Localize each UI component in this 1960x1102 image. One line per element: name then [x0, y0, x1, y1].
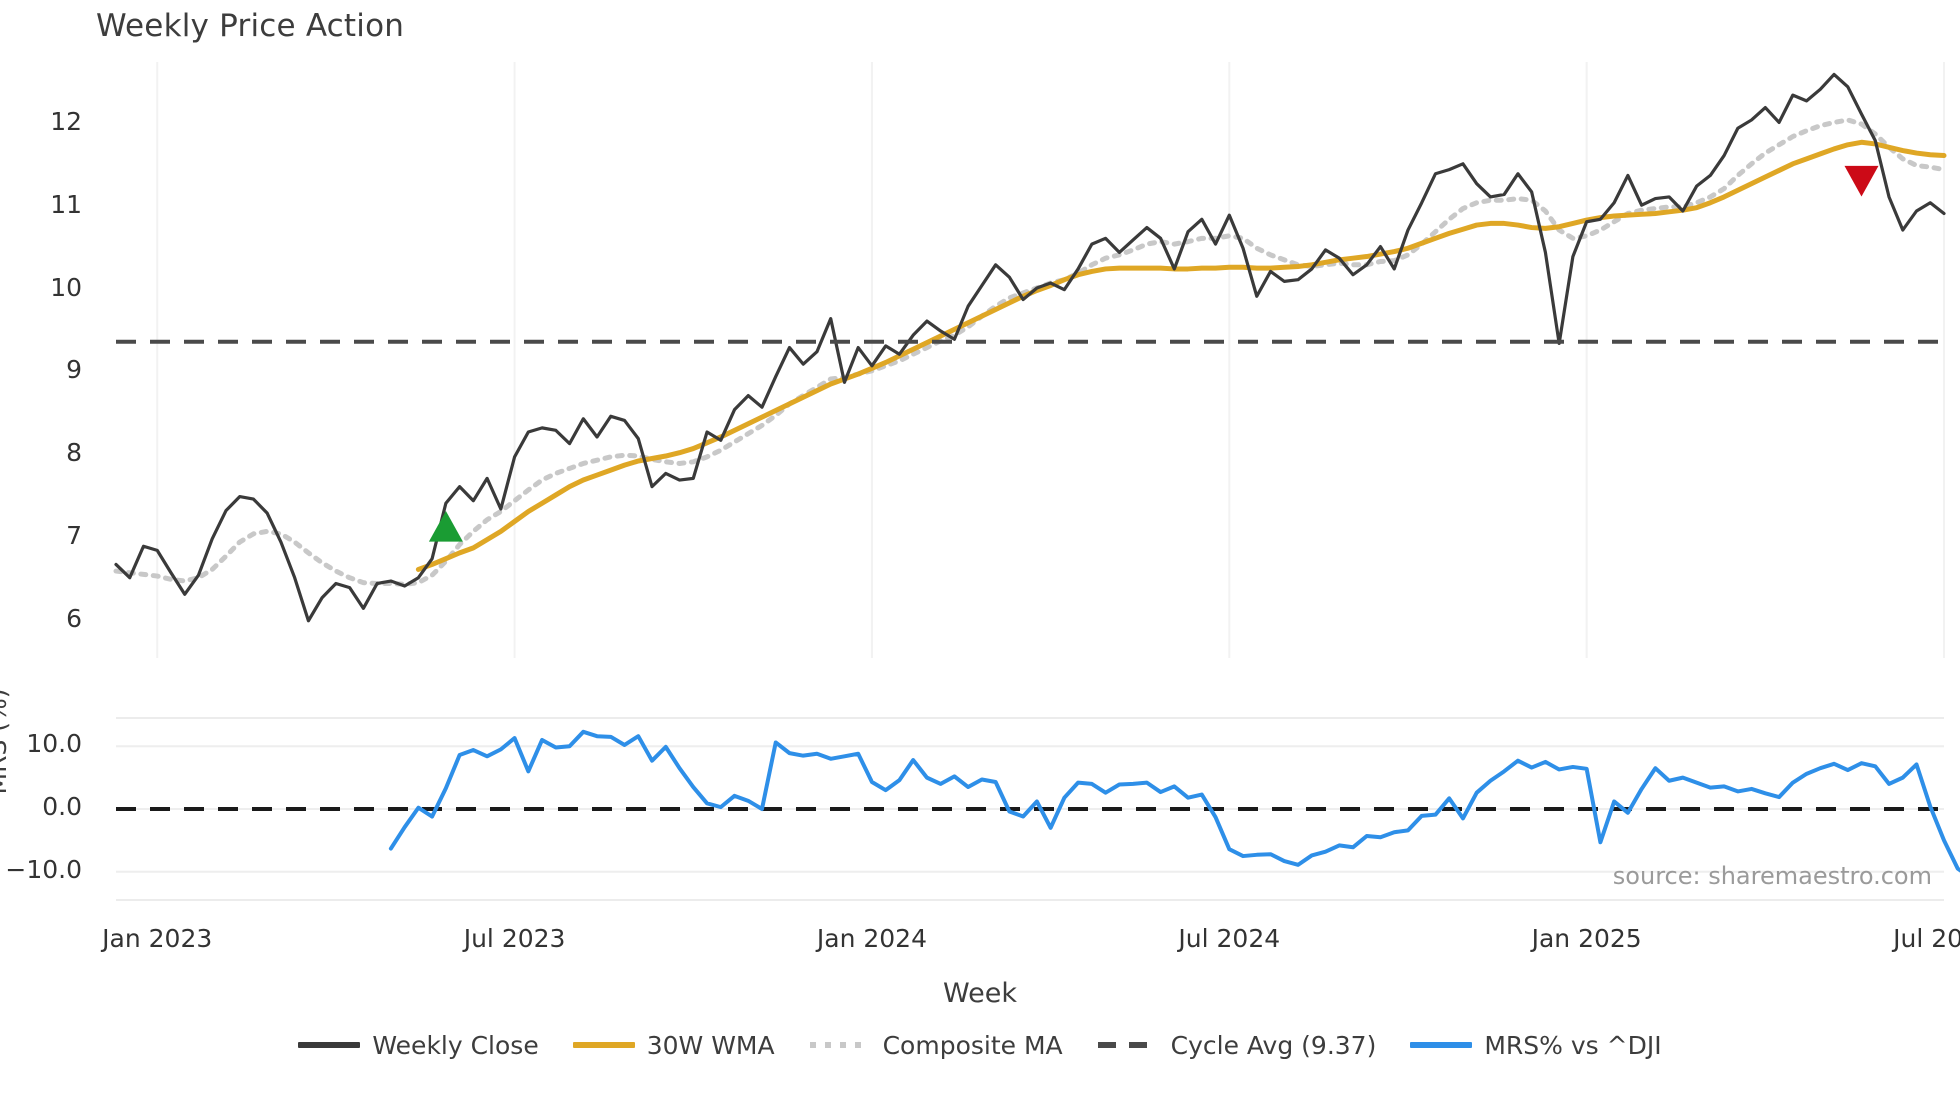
price-ytick-label: 11 [50, 189, 82, 219]
legend-item-composite-ma[interactable]: Composite MA [809, 1031, 1063, 1060]
x-tick-label: Jan 2023 [102, 924, 213, 953]
legend-swatch-icon [1097, 1035, 1159, 1055]
chart-legend: Weekly Close 30W WMA Composite MA Cycle Avg… [0, 1020, 1960, 1070]
legend-item-30w-wma[interactable]: 30W WMA [572, 1030, 775, 1060]
mrs-axis-title: MRS (%) [0, 688, 12, 795]
price-ytick-label: 6 [66, 603, 82, 633]
mrs-ytick-label: 10.0 [26, 729, 82, 759]
mrs-series-line [388, 729, 1960, 873]
legend-item-cycle-avg-9-37[interactable]: Cycle Avg (9.37) [1097, 1030, 1377, 1060]
price-ytick-label: 8 [66, 438, 82, 468]
x-tick-label: Jul 2024 [1178, 924, 1281, 953]
legend-label: MRS% vs ^DJI [1484, 1030, 1662, 1060]
mrs-ytick-label: −10.0 [5, 854, 82, 884]
legend-label: Cycle Avg (9.37) [1170, 1030, 1377, 1060]
price-series-30w-wma [415, 139, 1947, 572]
mrs-ytick-label: 0.0 [42, 792, 82, 821]
legend-label: Composite MA [882, 1030, 1063, 1060]
price-ytick-label: 12 [50, 107, 82, 137]
legend-swatch-icon [298, 1035, 361, 1055]
source-watermark: source: sharemaestro.com [1612, 862, 1932, 890]
price-series-weekly-close [114, 72, 1946, 623]
price-ytick-label: 9 [66, 355, 82, 385]
buy-marker [428, 511, 463, 542]
x-tick-label: Jul 2023 [463, 924, 566, 953]
legend-label: Weekly Close [372, 1030, 539, 1060]
price-series-composite-ma [113, 117, 1947, 587]
x-tick-label: Jul 2025 [1893, 924, 1960, 953]
x-tick-label: Jan 2024 [816, 924, 927, 953]
x-axis-title: Week [943, 978, 1017, 1009]
sell-marker [1844, 165, 1879, 197]
legend-swatch-icon [572, 1035, 635, 1055]
x-tick-label: Jan 2025 [1531, 924, 1642, 953]
legend-swatch-icon [1410, 1035, 1473, 1055]
legend-item-weekly-close[interactable]: Weekly Close [298, 1030, 539, 1060]
legend-swatch-icon [809, 1035, 871, 1055]
chart-title: Weekly Price Action [96, 8, 405, 44]
legend-item-mrs-vs-dji[interactable]: MRS% vs ^DJI [1410, 1030, 1662, 1060]
legend-label: 30W WMA [646, 1030, 775, 1060]
price-ytick-label: 10 [50, 272, 82, 302]
price-ytick-label: 7 [66, 520, 82, 550]
